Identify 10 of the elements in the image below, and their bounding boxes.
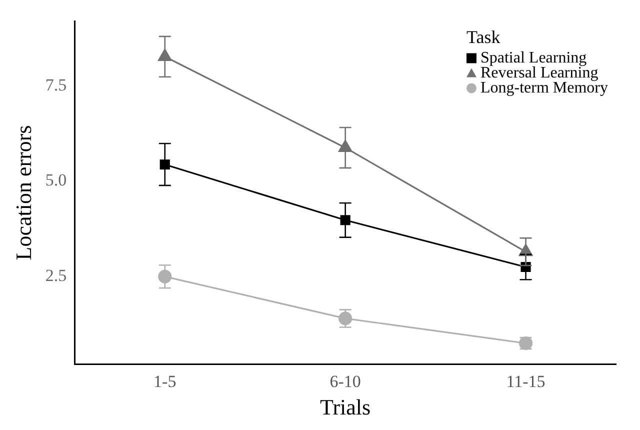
y-tick-label: 7.5	[45, 75, 67, 94]
x-tick-label: 11-15	[506, 372, 546, 391]
legend-label: Spatial Learning	[480, 49, 587, 66]
y-tick-label: 5.0	[45, 170, 67, 190]
y-axis-title: Location errors	[10, 125, 36, 260]
legend-title: Task	[466, 26, 500, 47]
x-tick-label: 1-5	[154, 372, 176, 391]
x-tick-label: 6-10	[330, 372, 361, 391]
y-tick-label: 2.5	[45, 266, 67, 286]
x-axis-title: Trials	[320, 394, 371, 420]
